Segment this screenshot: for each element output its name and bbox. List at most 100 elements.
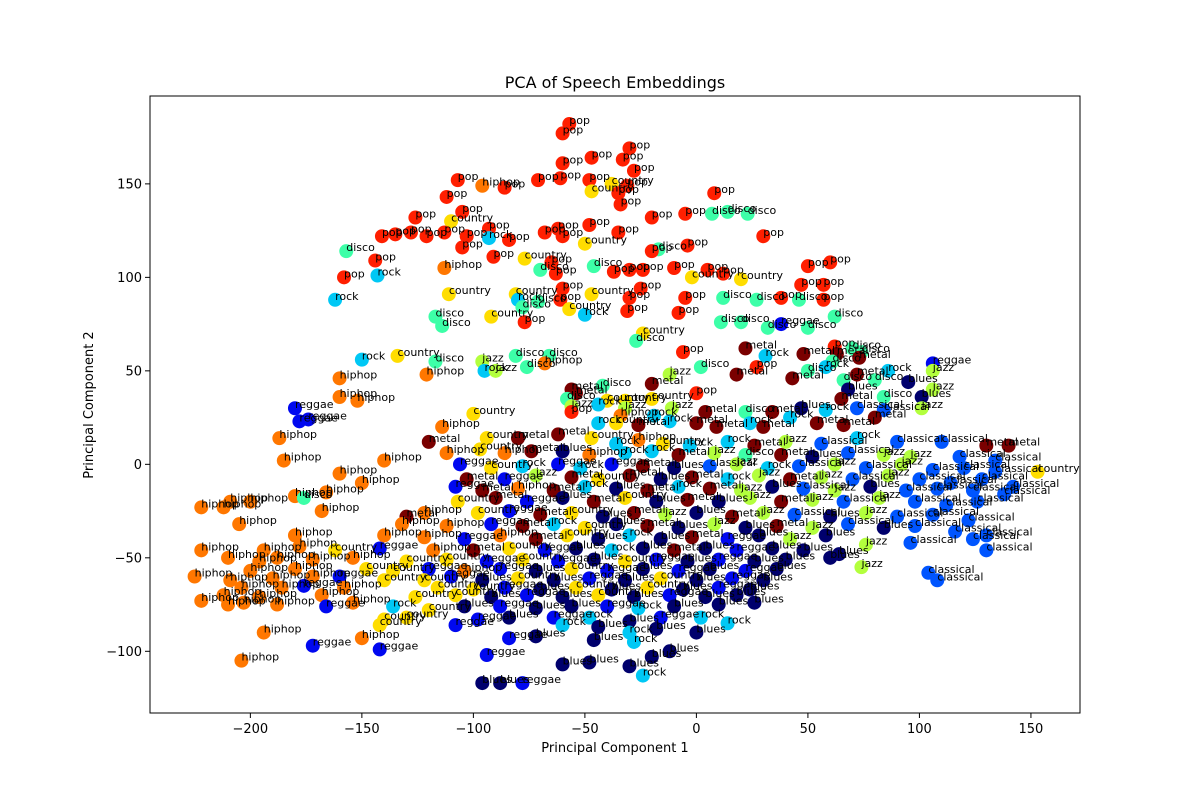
data-point-hiphop — [337, 580, 352, 595]
data-point-pop — [502, 232, 517, 247]
point-label: classical — [844, 492, 890, 505]
point-label: blues — [536, 626, 566, 639]
point-label: hiphop — [313, 550, 351, 563]
point-label: metal — [841, 389, 873, 402]
data-point-metal — [1001, 438, 1016, 453]
point-label: hiphop — [384, 451, 422, 464]
data-point-classical — [814, 436, 829, 451]
point-label: jazz — [811, 518, 834, 531]
data-point-reggae — [711, 580, 726, 595]
point-label: classical — [951, 473, 997, 486]
data-point-classical — [836, 494, 851, 509]
data-point-pop — [749, 360, 764, 375]
point-label: metal — [482, 481, 514, 494]
data-point-country — [517, 251, 532, 266]
point-label: classical — [857, 398, 903, 411]
point-label: disco — [723, 288, 752, 301]
point-label: blues — [629, 611, 659, 624]
point-label: country — [451, 211, 494, 224]
point-label: metal — [647, 481, 679, 494]
data-point-jazz — [488, 363, 503, 378]
data-point-disco — [515, 300, 530, 315]
point-label: blues — [696, 623, 726, 636]
point-label: reggae — [781, 314, 820, 327]
point-label: blues — [719, 595, 749, 608]
point-label: pop — [618, 222, 639, 235]
data-point-reggae — [774, 317, 789, 332]
point-label: classical — [1013, 477, 1059, 490]
point-label: jazz — [495, 361, 518, 374]
data-point-rock — [783, 410, 798, 425]
data-point-country — [564, 562, 579, 577]
data-point-hiphop — [537, 356, 552, 371]
point-label: hiphop — [442, 417, 480, 430]
point-label: reggae — [589, 568, 628, 581]
data-point-rock — [618, 446, 633, 461]
point-label: disco — [832, 351, 861, 364]
point-label: blues — [598, 617, 628, 630]
point-label: country — [625, 488, 668, 501]
data-point-disco — [800, 320, 815, 335]
data-point-pop — [794, 277, 809, 292]
point-label: blues — [745, 518, 775, 531]
data-point-pop — [774, 290, 789, 305]
x-tick-label: −150 — [344, 722, 380, 737]
point-label: country — [616, 413, 659, 426]
plot-area-frame — [149, 95, 1081, 714]
point-label: blues — [625, 570, 655, 583]
point-label: reggae — [464, 529, 503, 542]
data-point-reggae — [515, 676, 530, 691]
data-point-jazz — [858, 505, 873, 520]
point-label: country — [661, 568, 704, 581]
point-label: blues — [674, 458, 704, 471]
data-point-hiphop — [194, 543, 209, 558]
data-point-reggae — [470, 612, 485, 627]
point-label: country — [585, 518, 628, 531]
point-label: pop — [560, 168, 581, 181]
point-label: blues — [922, 387, 952, 400]
data-point-classical — [930, 573, 945, 588]
point-label: pop — [781, 288, 802, 301]
data-point-disco — [876, 390, 891, 405]
point-label: reggae — [719, 578, 758, 591]
point-label: classical — [795, 505, 841, 518]
point-label: pop — [757, 357, 778, 370]
data-point-country — [444, 214, 459, 229]
point-label: disco — [808, 361, 837, 374]
data-point-country — [386, 563, 401, 578]
point-label: blues — [482, 673, 512, 686]
data-point-pop — [823, 255, 838, 270]
data-point-country — [359, 562, 374, 577]
point-label: disco — [721, 312, 750, 325]
point-label: reggae — [509, 501, 548, 514]
data-point-jazz — [805, 492, 820, 507]
point-label: country — [592, 284, 635, 297]
point-label: pop — [505, 178, 526, 191]
point-label: pop — [614, 262, 635, 275]
point-label: country — [598, 469, 641, 482]
point-label: pop — [572, 402, 593, 415]
data-point-classical — [988, 464, 1003, 479]
data-point-pop — [408, 210, 423, 225]
data-point-reggae — [287, 401, 302, 416]
data-point-country — [484, 309, 499, 324]
point-label: metal — [792, 368, 824, 381]
data-point-blues — [662, 644, 677, 659]
data-point-jazz — [914, 401, 929, 416]
data-point-metal — [533, 507, 548, 522]
data-point-rock — [720, 434, 735, 449]
point-label: rock — [826, 400, 850, 413]
data-point-reggae — [453, 457, 467, 472]
data-point-hiphop — [510, 481, 525, 496]
point-label: hiphop — [282, 578, 320, 591]
point-label: classical — [973, 529, 1019, 542]
data-point-country — [640, 580, 655, 595]
data-point-blues — [738, 520, 753, 535]
point-label: disco — [540, 260, 569, 273]
data-point-metal — [729, 367, 744, 382]
point-label: hiphop — [230, 492, 268, 505]
point-label: country — [576, 578, 619, 591]
data-point-pop — [620, 304, 635, 319]
point-label: classical — [995, 451, 1041, 464]
data-point-blues — [823, 550, 838, 565]
